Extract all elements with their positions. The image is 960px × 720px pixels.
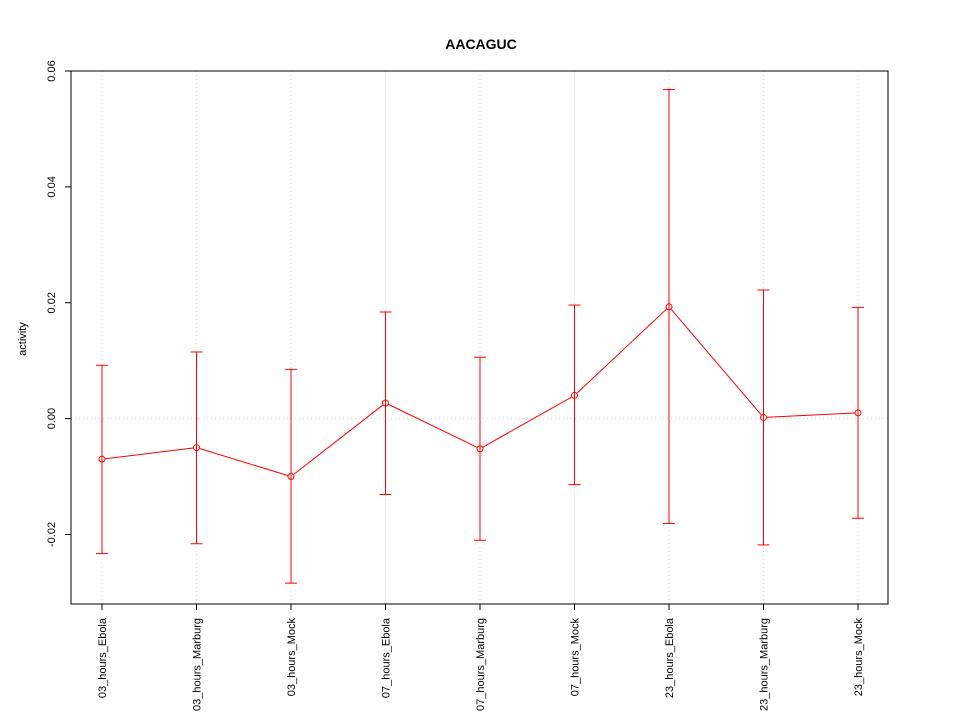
data-point	[476, 445, 484, 453]
series-line-segment	[199, 448, 288, 476]
x-tick-label: 03_hours_Ebola	[97, 617, 109, 698]
y-axis-label: activity	[17, 322, 29, 356]
data-point	[287, 473, 295, 481]
data-point	[854, 409, 862, 417]
data-point	[760, 413, 767, 421]
x-tick-label: 23_hours_Marburg	[759, 618, 771, 711]
data-point	[665, 303, 673, 311]
x-tick-label: 03_hours_Mock	[286, 618, 298, 697]
axes: -0.02 0.00 0.02 0.04 0.06 03_hours_Ebola 03_ho…	[46, 60, 865, 711]
x-tick-label: 23_hours_Ebola	[664, 617, 676, 698]
data-point	[98, 455, 106, 463]
data-point	[193, 444, 200, 452]
series-line-segment	[293, 404, 384, 475]
series-line-segment	[766, 412, 855, 418]
y-tick-label: 0.00	[46, 408, 58, 429]
x-tick-label: 23_hours_Mock	[853, 618, 865, 697]
data-series	[96, 89, 864, 584]
series-line-segment	[670, 309, 762, 416]
data-point	[382, 399, 389, 407]
x-tick-label: 07_hours_Marburg	[475, 618, 487, 711]
data-point	[571, 391, 578, 399]
x-tick-label: 07_hours_Ebola	[381, 617, 393, 698]
x-tick-label: 07_hours_Mock	[570, 618, 582, 697]
x-tick-label: 03_hours_Marburg	[192, 618, 204, 711]
series-line-segment	[388, 404, 478, 448]
series-line-segment	[105, 447, 194, 460]
series-line-segment	[576, 308, 667, 394]
y-tick-label: 0.02	[46, 292, 58, 313]
y-tick-label: 0.04	[46, 176, 58, 197]
series-line-segment	[482, 396, 572, 448]
y-tick-label: -0.02	[46, 522, 58, 547]
y-tick-label: 0.06	[46, 60, 58, 81]
chart-title: AACAGUC	[445, 36, 517, 52]
